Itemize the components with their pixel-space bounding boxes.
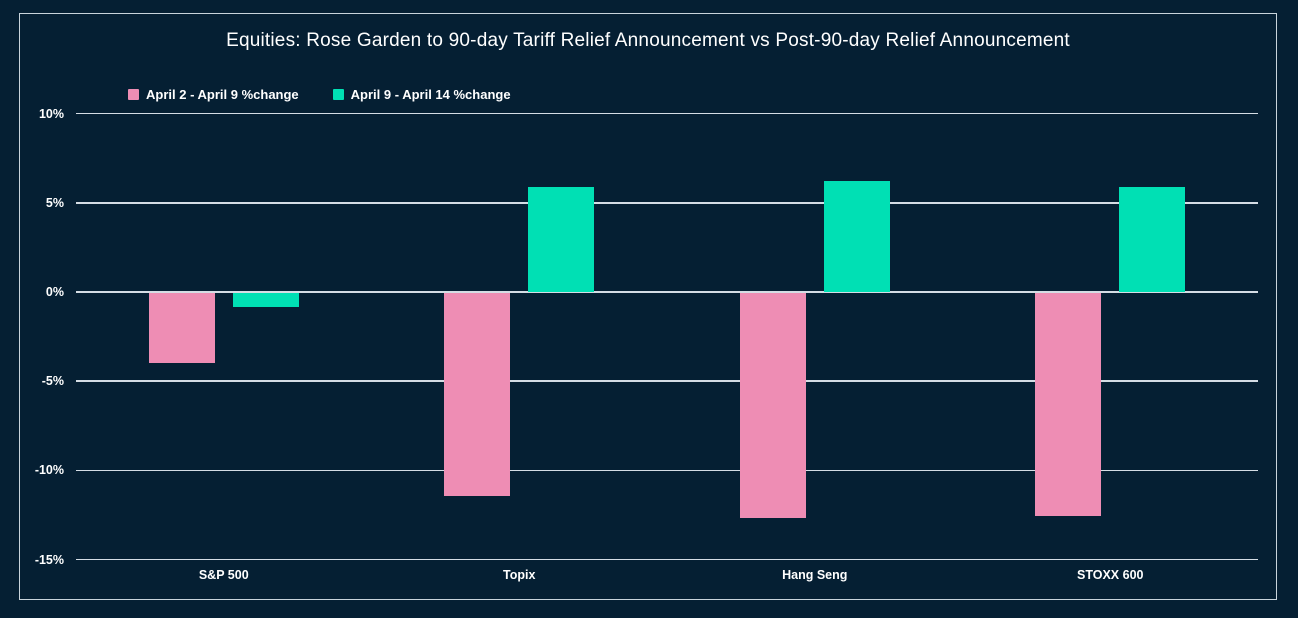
x-category-label: S&P 500 [198,568,249,582]
x-category-label: STOXX 600 [1077,568,1144,582]
y-tick-label: -10% [34,463,64,478]
bar-series-2 [232,293,299,308]
legend: April 2 - April 9 %change April 9 - Apri… [128,87,511,102]
legend-swatch-teal-icon [332,89,344,100]
bar-series-2 [823,181,890,292]
gridline [76,112,1258,115]
gridline [76,291,1258,293]
bar-series-2 [1119,186,1186,292]
legend-item-series-1: April 2 - April 9 %change [128,87,299,102]
x-category-label: Hang Seng [782,568,848,582]
bar-series-1 [1035,293,1102,516]
chart-title: Equities: Rose Garden to 90-day Tariff R… [226,30,1070,51]
y-tick-label: -5% [41,374,64,389]
y-tick-label: 10% [38,106,64,121]
legend-label-series-1: April 2 - April 9 %change [146,87,299,102]
bar-series-1 [739,293,806,518]
gridline [76,202,1258,204]
legend-swatch-pink-icon [128,89,139,100]
legend-item-series-2: April 9 - April 14 %change [332,87,511,102]
bar-series-1 [444,293,511,497]
y-tick-label: 0% [45,285,64,299]
gridline [76,469,1258,472]
x-category-label: Topix [503,568,536,582]
bar-series-1 [148,293,215,363]
y-tick-label: 5% [45,195,64,210]
gridline [76,380,1258,382]
gridline [76,558,1258,561]
bar-series-2 [528,186,595,292]
y-tick-label: -15% [34,552,64,567]
chart-frame [19,13,1277,600]
legend-label-series-2: April 9 - April 14 %change [350,87,511,102]
